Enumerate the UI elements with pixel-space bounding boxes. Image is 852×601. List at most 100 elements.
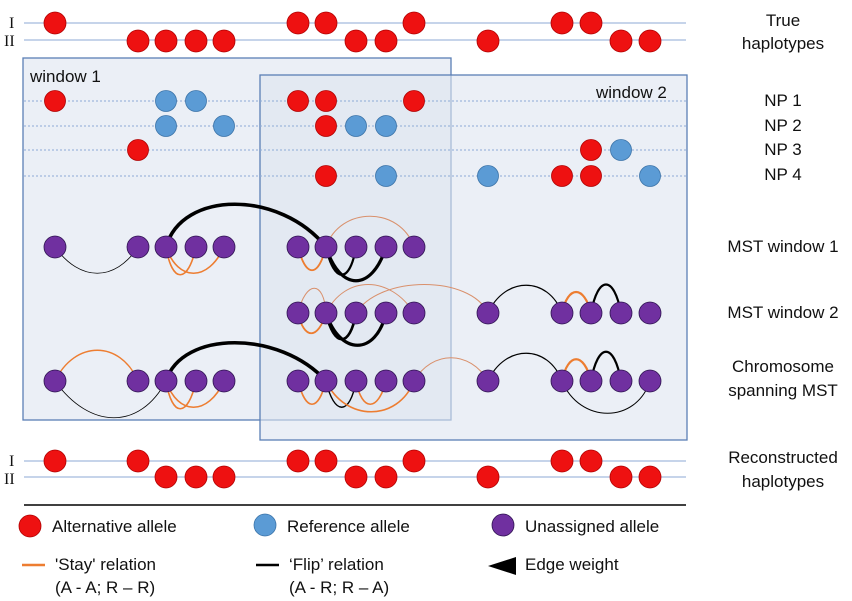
reconstructed-alleles xyxy=(43,449,662,489)
label-mst-window-1: MST window 1 xyxy=(727,237,838,256)
reference-allele xyxy=(375,115,397,137)
alternative-allele xyxy=(579,11,603,35)
alternative-allele xyxy=(126,29,150,53)
legend: Alternative allele Reference allele Unas… xyxy=(18,513,659,597)
alternative-allele xyxy=(374,465,398,489)
legend-weight-swatch xyxy=(488,557,516,575)
alternative-allele xyxy=(314,11,338,35)
window-2-label: window 2 xyxy=(595,83,667,102)
alternative-allele xyxy=(580,165,602,187)
unassigned-allele xyxy=(184,369,208,393)
alternative-allele xyxy=(184,465,208,489)
label-chromosome-line1: Chromosome xyxy=(732,357,834,376)
alternative-allele xyxy=(287,90,309,112)
unassigned-allele xyxy=(402,301,426,325)
unassigned-allele xyxy=(344,235,368,259)
unassigned-allele xyxy=(579,301,603,325)
unassigned-allele xyxy=(609,369,633,393)
alternative-allele xyxy=(402,449,426,473)
unassigned-allele xyxy=(374,301,398,325)
reference-allele xyxy=(185,90,207,112)
alternative-allele xyxy=(315,115,337,137)
unassigned-allele xyxy=(212,369,236,393)
legend-unassigned-swatch xyxy=(491,513,515,537)
alternative-allele xyxy=(638,29,662,53)
reference-allele xyxy=(155,115,177,137)
alternative-allele xyxy=(315,90,337,112)
legend-stay-detail: (A - A; R – R) xyxy=(55,578,155,597)
unassigned-allele xyxy=(126,369,150,393)
alternative-allele xyxy=(609,465,633,489)
label-np1: NP 1 xyxy=(764,91,802,110)
alternative-allele xyxy=(344,465,368,489)
legend-stay-label: 'Stay' relation xyxy=(55,555,156,574)
alternative-allele xyxy=(579,449,603,473)
unassigned-allele xyxy=(314,301,338,325)
reference-allele xyxy=(610,139,632,161)
label-mst-window-2: MST window 2 xyxy=(727,303,838,322)
unassigned-allele xyxy=(43,235,67,259)
unassigned-allele xyxy=(638,369,662,393)
unassigned-allele xyxy=(550,301,574,325)
label-true-line2: haplotypes xyxy=(742,34,824,53)
label-np4: NP 4 xyxy=(764,165,802,184)
alternative-allele xyxy=(551,165,573,187)
reference-allele xyxy=(213,115,235,137)
unassigned-allele xyxy=(184,235,208,259)
alternative-allele xyxy=(402,11,426,35)
alternative-allele xyxy=(286,449,310,473)
unassigned-allele xyxy=(402,369,426,393)
legend-unassigned-label: Unassigned allele xyxy=(525,517,659,536)
legend-reference-label: Reference allele xyxy=(287,517,410,536)
alternative-allele xyxy=(476,465,500,489)
reference-allele xyxy=(345,115,367,137)
alternative-allele xyxy=(127,139,149,161)
label-reconstructed-line2: haplotypes xyxy=(742,472,824,491)
unassigned-allele xyxy=(154,369,178,393)
alternative-allele xyxy=(476,29,500,53)
alternative-allele xyxy=(154,29,178,53)
reference-allele xyxy=(155,90,177,112)
alternative-allele xyxy=(286,11,310,35)
unassigned-allele xyxy=(638,301,662,325)
alternative-allele xyxy=(609,29,633,53)
legend-alternative-swatch xyxy=(18,514,42,538)
reference-allele xyxy=(639,165,661,187)
unassigned-allele xyxy=(402,235,426,259)
alternative-allele xyxy=(638,465,662,489)
unassigned-allele xyxy=(476,369,500,393)
alternative-allele xyxy=(580,139,602,161)
alternative-allele xyxy=(126,449,150,473)
label-true-line1: True xyxy=(766,11,800,30)
alternative-allele xyxy=(212,465,236,489)
unassigned-allele xyxy=(579,369,603,393)
reference-allele xyxy=(477,165,499,187)
alternative-allele xyxy=(315,165,337,187)
legend-flip-detail: (A - R; R – A) xyxy=(289,578,389,597)
alternative-allele xyxy=(43,449,67,473)
unassigned-allele xyxy=(154,235,178,259)
alternative-allele xyxy=(314,449,338,473)
unassigned-allele xyxy=(286,369,310,393)
unassigned-allele xyxy=(476,301,500,325)
true-track-label-2: II xyxy=(4,33,15,50)
label-np3: NP 3 xyxy=(764,140,802,159)
unassigned-allele xyxy=(314,369,338,393)
unassigned-allele xyxy=(286,301,310,325)
label-reconstructed-line1: Reconstructed xyxy=(728,448,838,467)
unassigned-allele xyxy=(286,235,310,259)
label-chromosome-line2: spanning MST xyxy=(728,381,838,400)
window-1-label: window 1 xyxy=(29,67,101,86)
true-haplotype-alleles xyxy=(43,11,662,53)
chromosome-spanning-nodes xyxy=(43,369,662,393)
alternative-allele xyxy=(550,449,574,473)
np-alleles xyxy=(44,90,661,187)
alternative-allele xyxy=(43,11,67,35)
alternative-allele xyxy=(212,29,236,53)
unassigned-allele xyxy=(344,301,368,325)
reference-allele xyxy=(375,165,397,187)
unassigned-allele xyxy=(374,235,398,259)
mst-window-2-nodes xyxy=(286,301,662,325)
